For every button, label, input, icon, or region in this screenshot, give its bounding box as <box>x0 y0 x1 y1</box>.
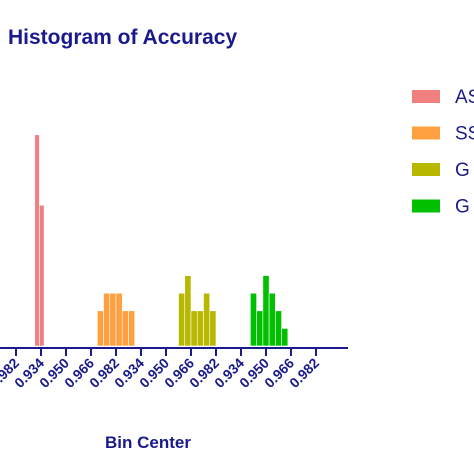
bar <box>96 310 104 347</box>
bar <box>209 310 217 347</box>
bar <box>128 310 136 347</box>
bar <box>196 310 204 347</box>
legend-label: G <box>455 197 470 218</box>
legend-swatch <box>412 163 440 176</box>
x-tick-label: 0.982 <box>286 355 322 391</box>
bar <box>34 134 40 347</box>
bar <box>184 275 192 347</box>
bar <box>190 310 198 347</box>
bar <box>103 292 111 347</box>
legend-label: AS <box>455 87 474 108</box>
bar <box>115 292 123 347</box>
bar <box>256 310 264 347</box>
bar <box>275 310 282 347</box>
bar <box>262 275 270 347</box>
bar <box>39 204 45 347</box>
bar <box>268 292 276 347</box>
legend-swatch <box>412 90 440 103</box>
bar <box>281 328 289 347</box>
chart-title: Histogram of Accuracy <box>8 26 237 49</box>
bar <box>178 292 186 347</box>
x-axis-label: Bin Center <box>105 433 191 452</box>
legend-swatch <box>412 199 440 213</box>
legend-label: G <box>455 160 470 181</box>
legend-swatch <box>412 126 440 140</box>
bar <box>109 292 117 347</box>
legend-label: SS <box>455 124 474 145</box>
bar <box>250 292 257 347</box>
bar <box>203 292 211 347</box>
bar <box>121 310 129 347</box>
